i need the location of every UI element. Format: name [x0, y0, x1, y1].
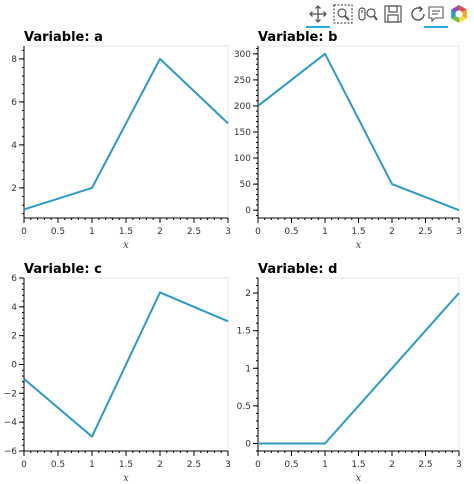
y-tick-label: 6 — [11, 98, 17, 108]
y-tick-label: −6 — [4, 447, 18, 457]
chart-panel-2: Variable: b 0 50 100 150 200 250 300 0 0.5 1 1.5 2 2.… — [234, 30, 462, 251]
y-tick-label: −4 — [4, 418, 18, 428]
x-tick-label: 2.5 — [187, 460, 201, 470]
wheel-zoom-tool[interactable] — [356, 2, 380, 26]
x-tick-label: 0 — [21, 460, 27, 470]
series-line — [258, 292, 460, 445]
chart-title: Variable: a — [24, 30, 103, 45]
chart-panel-1: Variable: a 2 4 6 8 0 0.5 1 1.5 2 2.5 3 x — [11, 30, 231, 251]
x-tick-label: 1.5 — [119, 227, 133, 237]
x-tick-label: 2 — [157, 227, 163, 237]
series-line — [23, 57, 229, 211]
pan-tool[interactable] — [306, 2, 330, 28]
x-tick-label: 0.5 — [284, 460, 298, 470]
x-tick-label: 0 — [255, 460, 261, 470]
bokeh-logo[interactable] — [447, 2, 471, 26]
y-tick-label: 100 — [234, 154, 251, 164]
x-axis-label: x — [356, 240, 362, 251]
x-tick-label: 1 — [322, 460, 328, 470]
y-tick-label: 250 — [234, 76, 251, 86]
x-tick-label: 1 — [89, 460, 95, 470]
chart-title: Variable: c — [24, 262, 102, 277]
save-tool[interactable] — [381, 2, 405, 26]
x-tick-label: 1.5 — [351, 460, 365, 470]
y-tick-label: 2 — [11, 184, 17, 194]
series-line — [23, 291, 229, 438]
reset-tool-icon — [411, 5, 425, 21]
hover-tool[interactable] — [424, 2, 448, 28]
y-tick-label: 4 — [11, 303, 17, 313]
box-zoom-tool-icon — [333, 4, 353, 24]
series-line — [257, 52, 460, 212]
x-tick-label: 3 — [456, 227, 462, 237]
x-tick-label: 1.5 — [119, 460, 133, 470]
save-tool-icon — [384, 5, 402, 23]
y-tick-label: 0 — [245, 439, 251, 449]
x-tick-label: 1.5 — [351, 227, 365, 237]
x-tick-label: 0 — [255, 227, 261, 237]
x-tick-label: 3 — [456, 460, 462, 470]
x-tick-label: 0.5 — [51, 227, 65, 237]
y-tick-label: 50 — [240, 180, 252, 190]
chart-panel-3: Variable: c −6 −4 −2 0 2 4 6 0 0.5 1 1.5 2 2.5 3 x — [4, 262, 231, 484]
y-tick-label: 1 — [245, 364, 251, 374]
x-tick-label: 2 — [157, 460, 163, 470]
x-tick-label: 1 — [322, 227, 328, 237]
x-tick-label: 2.5 — [418, 227, 432, 237]
y-tick-label: 2 — [11, 332, 17, 342]
y-tick-label: 1.5 — [237, 327, 251, 337]
x-tick-label: 0.5 — [284, 227, 298, 237]
y-tick-label: 0 — [245, 206, 251, 216]
pan-tool-icon — [309, 5, 327, 23]
y-tick-label: −2 — [4, 389, 17, 399]
x-tick-label: 2.5 — [187, 227, 201, 237]
y-tick-label: 200 — [234, 102, 251, 112]
plot-toolbar — [300, 0, 474, 28]
x-tick-label: 2 — [389, 460, 395, 470]
x-tick-label: 2.5 — [418, 460, 432, 470]
chart-title: Variable: b — [258, 30, 337, 45]
plot-frame — [257, 277, 460, 452]
x-tick-label: 3 — [225, 227, 231, 237]
chart-panel-4: Variable: d 0 0.5 1 1.5 2 0 0.5 1 1.5 2 2.5 3 x — [237, 262, 462, 484]
y-tick-label: 2 — [245, 289, 251, 299]
bokeh-logo-icon — [451, 5, 467, 23]
y-tick-label: 8 — [11, 55, 17, 65]
x-tick-label: 2 — [389, 227, 395, 237]
y-tick-label: 6 — [11, 274, 17, 284]
y-tick-label: 0 — [11, 361, 17, 371]
x-tick-label: 1 — [89, 227, 95, 237]
plot-frame — [23, 45, 229, 219]
reset-tool[interactable] — [406, 2, 430, 26]
x-tick-label: 3 — [225, 460, 231, 470]
y-tick-label: 150 — [234, 128, 251, 138]
y-tick-label: 300 — [234, 50, 251, 60]
box-zoom-tool[interactable] — [331, 2, 355, 26]
x-tick-label: 0.5 — [51, 460, 65, 470]
wheel-zoom-tool-icon — [358, 7, 378, 21]
y-tick-label: 0.5 — [237, 402, 251, 412]
x-tick-label: 0 — [21, 227, 27, 237]
x-axis-label: x — [356, 473, 362, 484]
x-axis-label: x — [123, 240, 129, 251]
chart-title: Variable: d — [258, 262, 337, 277]
plot-frame — [257, 45, 460, 219]
x-axis-label: x — [123, 473, 129, 484]
y-tick-label: 4 — [11, 141, 17, 151]
hover-tool-icon — [428, 6, 444, 23]
